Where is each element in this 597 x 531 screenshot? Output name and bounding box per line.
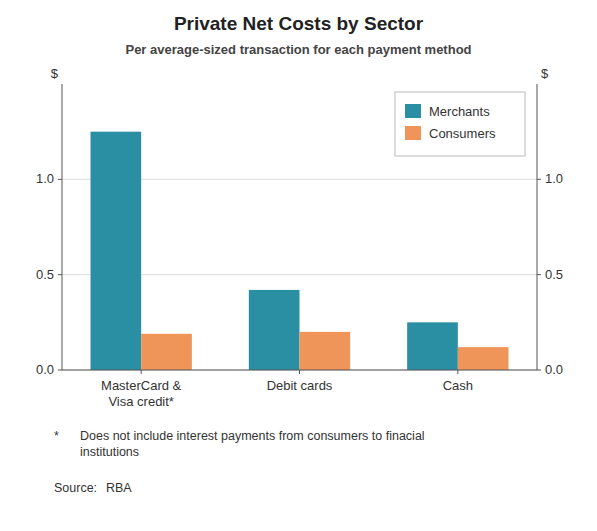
y-tick-label: 0.5	[36, 267, 54, 282]
x-tick	[141, 370, 142, 374]
bar	[300, 332, 351, 370]
chart: Private Net Costs by Sector Per average-s…	[0, 0, 597, 531]
title: Private Net Costs by Sector	[174, 13, 424, 34]
legend-swatch	[405, 104, 421, 118]
annotation: RBA	[106, 481, 132, 495]
subtitle: Per average-sized transaction for each p…	[125, 42, 471, 57]
x-tick-label: Debit cards	[267, 378, 333, 393]
y2-tick	[537, 370, 541, 371]
annotation: Source:	[54, 481, 97, 495]
legend-swatch	[405, 126, 421, 140]
y-tick-label: 1.0	[36, 171, 54, 186]
y2-axis	[537, 84, 538, 370]
bar	[249, 290, 300, 370]
legend-frame	[395, 92, 525, 156]
y2-tick	[537, 274, 541, 275]
annotation: Does not include interest payments from …	[80, 429, 425, 459]
bar	[141, 334, 192, 370]
legend: Merchants Consumers	[395, 92, 525, 156]
y-tick	[58, 370, 62, 371]
x-tick	[299, 370, 300, 374]
bar	[407, 322, 458, 370]
y-tick	[58, 274, 62, 275]
y2-tick-label: 0.5	[545, 267, 563, 282]
x-tick	[457, 370, 458, 374]
bar	[458, 347, 509, 370]
y2-axis-label: $	[541, 66, 549, 81]
bars	[91, 132, 509, 370]
annotation: *	[54, 429, 59, 443]
x-tick-label: MasterCard &Visa credit*	[101, 378, 182, 409]
y-tick-label: 0.0	[36, 362, 54, 377]
y-axis-label: $	[51, 66, 59, 81]
legend-label: Merchants	[429, 104, 490, 119]
y-axis	[62, 84, 63, 370]
x-tick-label: Cash	[443, 378, 473, 393]
y-tick	[58, 179, 62, 180]
y2-tick-label: 0.0	[545, 362, 563, 377]
bar	[91, 132, 142, 370]
y2-tick	[537, 179, 541, 180]
legend-label: Consumers	[429, 126, 496, 141]
y2-tick-label: 1.0	[545, 171, 563, 186]
